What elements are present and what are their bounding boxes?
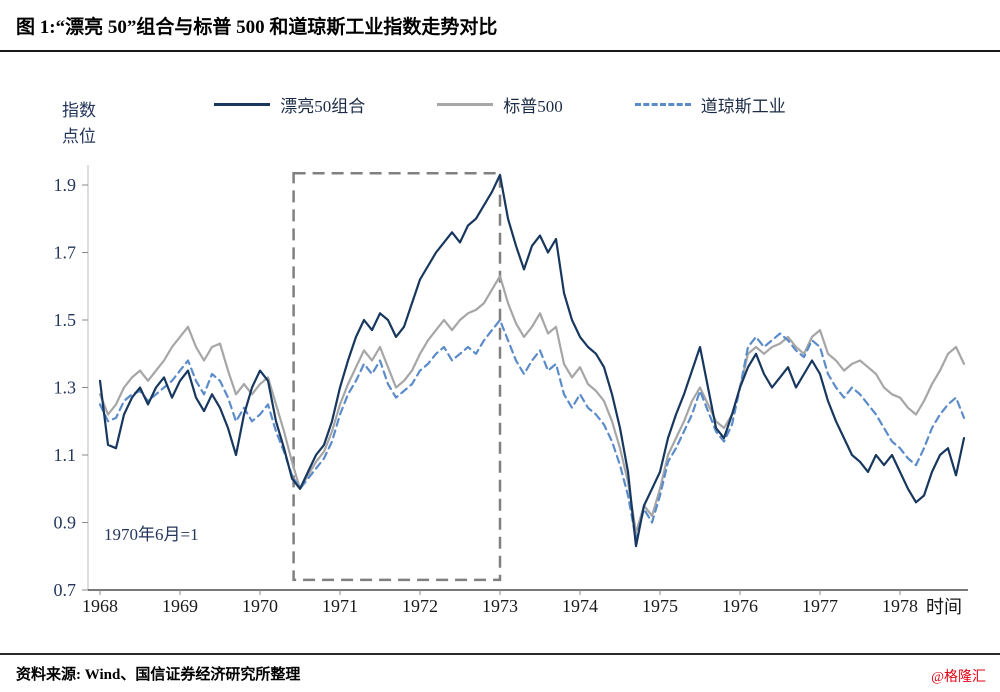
x-tick-label: 1974 [562,596,598,616]
x-tick-label: 1969 [162,596,198,616]
y-axis-title: 指数 点位 [62,101,96,146]
y-tick-label: 0.9 [54,513,77,533]
legend-item-nifty50: 漂亮50组合 [214,92,365,117]
legend-line-sample-sp500 [437,103,494,106]
legend-line-sample-dow [634,103,691,106]
x-tick-label: 1970 [242,596,278,616]
base-annotation: 1970年6月=1 [104,525,199,544]
source-note: 资料来源: Wind、国信证券经济研究所整理 [16,667,301,683]
legend-item-dow: 道琼斯工业 [634,92,786,117]
title-divider [0,50,1000,52]
y-tick-label: 1.5 [54,310,77,330]
figure-title: 图 1:“漂亮 50”组合与标普 500 和道琼斯工业指数走势对比 [16,17,498,38]
x-axis-title: 时间 [926,597,962,617]
legend-label-nifty50: 漂亮50组合 [280,97,366,116]
legend-label-sp500: 标普500 [503,97,563,116]
x-tick-label: 1973 [482,596,518,616]
x-tick-label: 1968 [82,596,118,616]
footer-divider [0,653,1000,655]
x-tick-label: 1976 [722,596,758,616]
chart-legend: 漂亮50组合 标普500 道琼斯工业 [0,92,1000,117]
series-line-2 [98,318,966,541]
legend-line-sample-nifty50 [214,103,271,106]
legend-item-sp500: 标普500 [437,92,563,117]
series-line-0 [98,173,966,548]
y-tick-label: 1.1 [54,445,77,465]
highlight-box [292,171,502,582]
watermark: @格隆汇 [931,670,986,685]
y-tick-label: 1.7 [54,243,77,263]
legend-label-dow: 道琼斯工业 [700,97,786,116]
x-tick-label: 1972 [402,596,438,616]
y-tick-label: 0.7 [54,580,77,600]
x-tick-label: 1977 [802,596,838,616]
x-tick-label: 1975 [642,596,678,616]
y-tick-label: 1.9 [54,175,77,195]
x-tick-label: 1971 [322,596,358,616]
series-line-1 [98,275,966,534]
x-tick-label: 1978 [882,596,918,616]
y-tick-label: 1.3 [54,378,77,398]
